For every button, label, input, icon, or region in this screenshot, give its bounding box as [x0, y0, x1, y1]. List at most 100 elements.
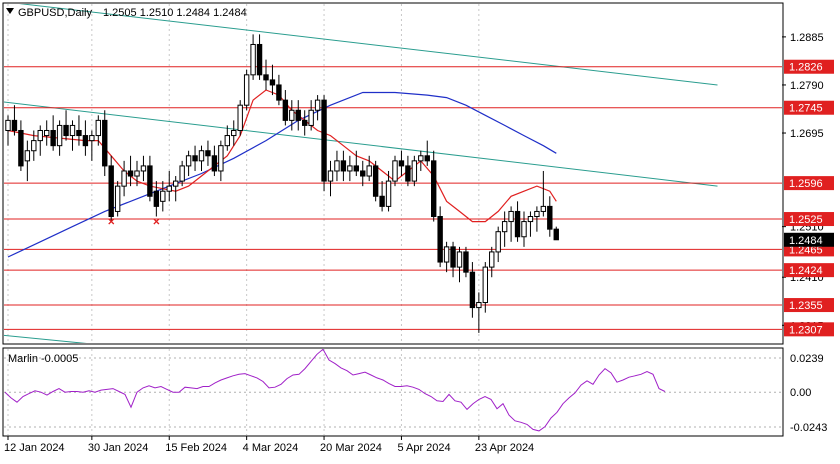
candle-bearish: [302, 119, 308, 126]
candle-bearish: [437, 216, 443, 263]
candle-bullish: [495, 231, 501, 253]
candle-bullish: [527, 216, 534, 223]
candle-bullish: [489, 251, 495, 268]
candle-bullish: [540, 205, 547, 212]
candle-bullish: [24, 150, 31, 162]
candle-bullish: [521, 221, 527, 238]
candle-bullish: [121, 170, 127, 187]
horizontal-levels: [4, 66, 782, 330]
candle-bullish: [327, 170, 334, 182]
indicator-panel: [2, 347, 784, 437]
level-label-box: [784, 298, 834, 313]
candle-bullish: [385, 180, 392, 207]
current-price-box: [784, 232, 834, 247]
oscillator-line: [4, 349, 666, 432]
candle-bearish: [463, 251, 469, 273]
level-label: 1.2424: [789, 265, 823, 277]
candle-bullish: [366, 165, 372, 177]
candle-bearish: [424, 155, 430, 162]
candle-bearish: [263, 74, 269, 81]
candle-bullish: [418, 155, 424, 162]
time-tick-label: 20 Mar 2024: [320, 442, 382, 454]
current-price-label: 1.2484: [789, 235, 823, 247]
candle-bullish: [243, 74, 250, 106]
candle-bearish: [269, 79, 276, 86]
candle-bearish: [514, 210, 521, 238]
candle-bearish: [11, 119, 18, 131]
candle-bearish: [50, 129, 56, 147]
candle-bullish: [508, 210, 514, 223]
candle-bearish: [192, 155, 198, 162]
candle-bullish: [5, 119, 11, 131]
candle-bearish: [205, 150, 211, 157]
candle-bearish: [76, 129, 82, 137]
time-tick-label: 23 Apr 2024: [475, 442, 534, 454]
ohlc-label: 1.2505 1.2510 1.2484 1.2484: [103, 7, 247, 19]
candle-bullish: [31, 140, 37, 152]
symbol-label: GBPUSD,Daily: [18, 7, 92, 19]
candle-bullish: [218, 145, 224, 172]
time-tick-label: 12 Jan 2024: [4, 442, 65, 454]
candle-bearish: [108, 165, 114, 218]
candle-bearish: [147, 165, 153, 197]
candle-bullish: [160, 190, 166, 202]
candle-bearish: [372, 165, 379, 197]
candle-bearish: [321, 99, 327, 182]
candle-bullish: [37, 129, 43, 142]
candle-bullish: [44, 129, 50, 137]
candle-bullish: [347, 165, 353, 172]
candle-bearish: [276, 84, 282, 101]
level-label: 1.2525: [789, 214, 823, 226]
candle-bullish: [250, 43, 256, 76]
candle-bullish: [140, 165, 147, 172]
indicator-label: Marlin -0.0005: [8, 353, 78, 365]
candle-bullish: [314, 99, 321, 111]
price-tick-label: 1.2695: [790, 128, 824, 140]
candle-bullish: [224, 135, 231, 147]
candle-bullish: [173, 180, 179, 187]
candle-bearish: [256, 43, 263, 76]
candle-bullish: [134, 170, 140, 177]
candle-bullish: [334, 160, 340, 172]
level-label-box: [784, 212, 834, 227]
oscillator-tick-label: 0.00: [790, 387, 811, 399]
swing-markers: × ×: [108, 215, 160, 229]
candle-bearish: [469, 271, 476, 309]
trendline: [4, 334, 87, 343]
candle-bearish: [450, 246, 456, 268]
candle-bearish: [353, 165, 360, 172]
candle-bearish: [405, 165, 411, 182]
candle-bullish: [95, 119, 101, 137]
candle-bearish: [102, 119, 108, 167]
candlesticks: [5, 34, 559, 333]
level-label: 1.2745: [789, 103, 823, 115]
chart-menu-icon[interactable]: [6, 8, 14, 14]
level-label-box: [784, 100, 834, 115]
level-label-box: [784, 263, 834, 278]
candle-bearish: [18, 129, 24, 167]
candle-bullish: [456, 251, 463, 268]
candle-bearish: [295, 109, 301, 121]
candle-bearish: [282, 99, 289, 121]
oscillator-tick-label: -0.0243: [790, 422, 827, 434]
candle-bullish: [198, 150, 205, 162]
candle-bearish: [63, 124, 69, 137]
level-label: 1.2596: [789, 178, 823, 190]
candle-bearish: [547, 205, 553, 230]
candle-bullish: [534, 210, 540, 218]
candle-bearish: [127, 170, 134, 177]
candle-bullish: [89, 135, 95, 142]
time-axis: 12 Jan 2024 30 Jan 2024 15 Feb 2024 4 Mar 2…: [4, 436, 534, 454]
oscillator-tick-label: 0.0239: [790, 353, 824, 365]
time-tick-label: 15 Feb 2024: [165, 442, 227, 454]
candle-bullish: [501, 221, 508, 233]
candle-bearish: [153, 190, 160, 207]
candle-bullish: [56, 124, 63, 147]
candle-bearish: [431, 160, 437, 218]
level-label: 1.2355: [789, 300, 823, 312]
gridlines: [7, 4, 480, 435]
candle-bullish: [308, 109, 314, 126]
trendline: [19, 4, 718, 86]
